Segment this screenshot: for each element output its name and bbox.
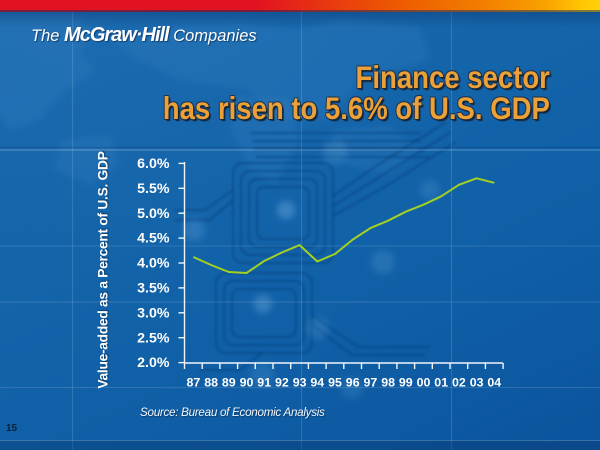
svg-text:5.0%: 5.0%: [137, 206, 170, 222]
svg-text:93: 93: [293, 376, 307, 390]
svg-text:88: 88: [204, 376, 218, 390]
svg-text:2.0%: 2.0%: [137, 355, 170, 371]
svg-text:94: 94: [310, 376, 324, 390]
svg-text:87: 87: [187, 376, 201, 390]
svg-text:3.5%: 3.5%: [137, 281, 170, 297]
svg-text:01: 01: [434, 376, 448, 390]
svg-text:90: 90: [240, 376, 254, 390]
svg-text:04: 04: [487, 376, 501, 390]
svg-text:98: 98: [381, 376, 395, 390]
svg-text:3.0%: 3.0%: [137, 305, 170, 321]
svg-text:99: 99: [399, 376, 413, 390]
svg-text:97: 97: [364, 376, 378, 390]
svg-text:96: 96: [346, 376, 360, 390]
svg-text:02: 02: [452, 376, 466, 390]
svg-text:95: 95: [328, 376, 342, 390]
svg-text:00: 00: [417, 376, 431, 390]
svg-text:91: 91: [257, 376, 271, 390]
svg-text:89: 89: [222, 376, 236, 390]
svg-text:4.0%: 4.0%: [137, 256, 170, 272]
svg-text:92: 92: [275, 376, 289, 390]
svg-text:6.0%: 6.0%: [137, 156, 170, 172]
svg-text:03: 03: [470, 376, 484, 390]
svg-text:2.5%: 2.5%: [137, 330, 170, 346]
svg-text:5.5%: 5.5%: [137, 181, 170, 197]
svg-text:4.5%: 4.5%: [137, 231, 170, 247]
